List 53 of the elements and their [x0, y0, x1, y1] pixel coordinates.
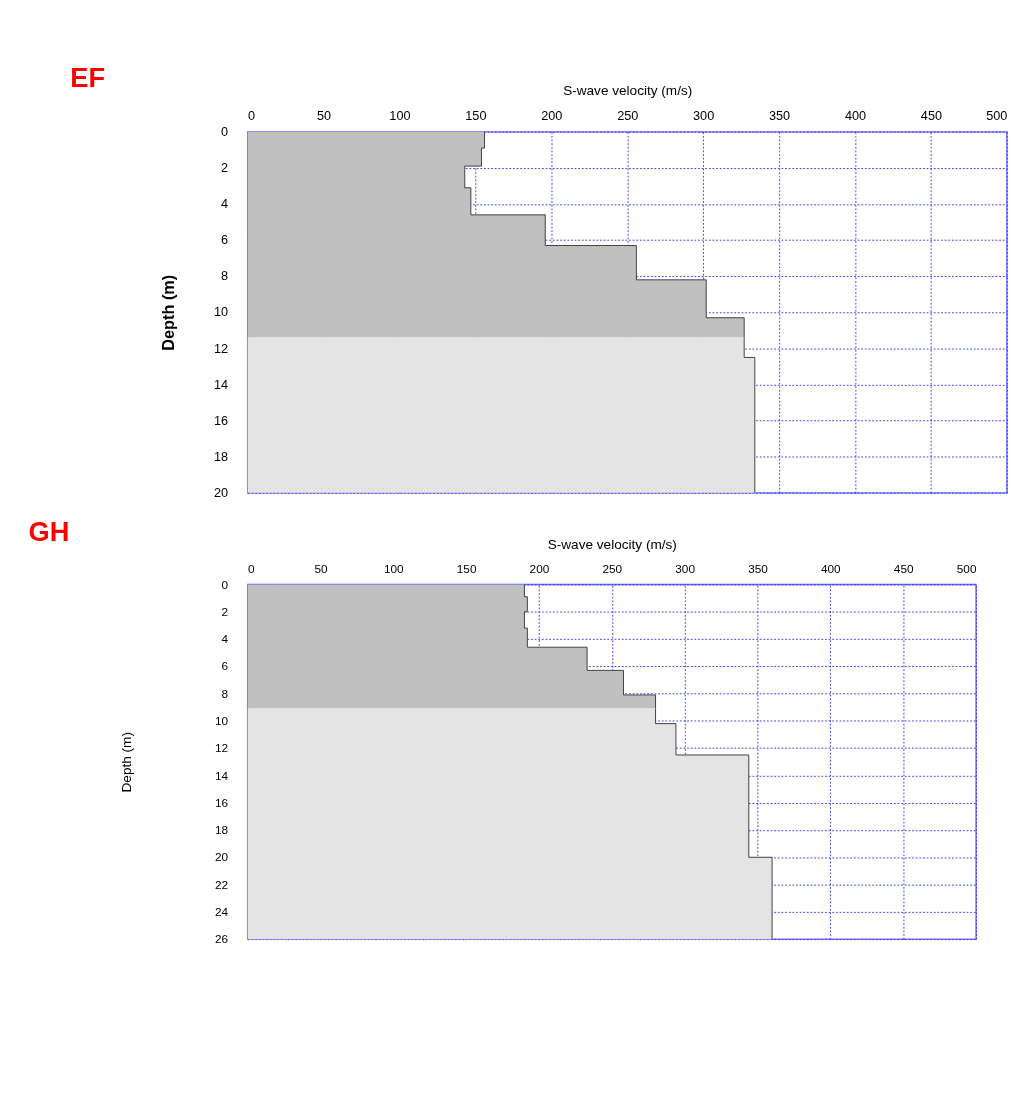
- chart-title: EF: [70, 62, 105, 94]
- y-tick-label: 18: [215, 823, 229, 837]
- y-tick-label: 16: [214, 413, 229, 428]
- x-tick-label: 50: [316, 109, 332, 124]
- x-tick-label: 150: [465, 109, 487, 124]
- y-tick-label: 20: [215, 850, 229, 864]
- x-tick-label: 250: [617, 109, 639, 124]
- x-tick-label: 0: [248, 109, 256, 124]
- y-tick-label: 4: [221, 197, 229, 212]
- x-tick-label: 450: [893, 562, 914, 576]
- x-tick-label: 400: [844, 109, 867, 124]
- y-tick-label: 18: [214, 449, 229, 464]
- x-axis-title: S-wave velocity (m/s): [563, 83, 693, 99]
- y-axis-title: Depth (m): [118, 732, 134, 793]
- y-tick-label: 16: [215, 795, 229, 809]
- y-tick-label: 12: [214, 341, 229, 356]
- x-tick-label: 150: [456, 562, 477, 576]
- x-tick-label: 200: [541, 109, 563, 124]
- chart-title: GH: [28, 515, 70, 547]
- y-tick-label: 10: [215, 713, 229, 727]
- y-tick-label: 0: [221, 577, 229, 591]
- y-tick-label: 6: [221, 659, 229, 673]
- x-tick-label: 350: [768, 109, 791, 124]
- x-tick-label: 450: [920, 109, 942, 124]
- y-tick-label: 4: [221, 632, 229, 646]
- x-axis-title: S-wave velocity (m/s): [547, 536, 677, 552]
- y-tick-label: 8: [221, 269, 229, 284]
- y-tick-label: 14: [214, 377, 229, 392]
- x-tick-label: 250: [602, 562, 623, 576]
- x-tick-label: 500: [986, 109, 1008, 124]
- y-tick-label: 10: [214, 305, 229, 320]
- y-tick-label: 2: [221, 161, 229, 175]
- y-tick-label: 8: [221, 686, 229, 700]
- x-tick-label: 300: [693, 109, 715, 124]
- x-tick-label: 300: [675, 562, 696, 576]
- y-tick-label: 20: [214, 485, 229, 500]
- x-tick-label: 350: [748, 562, 769, 576]
- y-tick-label: 2: [221, 604, 229, 618]
- x-tick-label: 100: [383, 562, 405, 576]
- y-tick-label: 22: [215, 877, 229, 891]
- x-tick-label: 100: [389, 109, 411, 124]
- y-tick-label: 26: [215, 932, 229, 946]
- x-tick-label: 400: [820, 562, 842, 576]
- x-tick-label: 50: [314, 562, 328, 576]
- y-tick-label: 24: [215, 904, 229, 918]
- x-tick-label: 0: [248, 562, 256, 576]
- y-tick-label: 14: [215, 768, 229, 782]
- x-tick-label: 500: [956, 562, 977, 576]
- y-tick-label: 0: [221, 124, 229, 139]
- y-tick-label: 6: [221, 233, 229, 248]
- y-axis-title: Depth (m): [159, 274, 178, 351]
- x-tick-label: 200: [529, 562, 550, 576]
- y-tick-label: 12: [215, 741, 229, 755]
